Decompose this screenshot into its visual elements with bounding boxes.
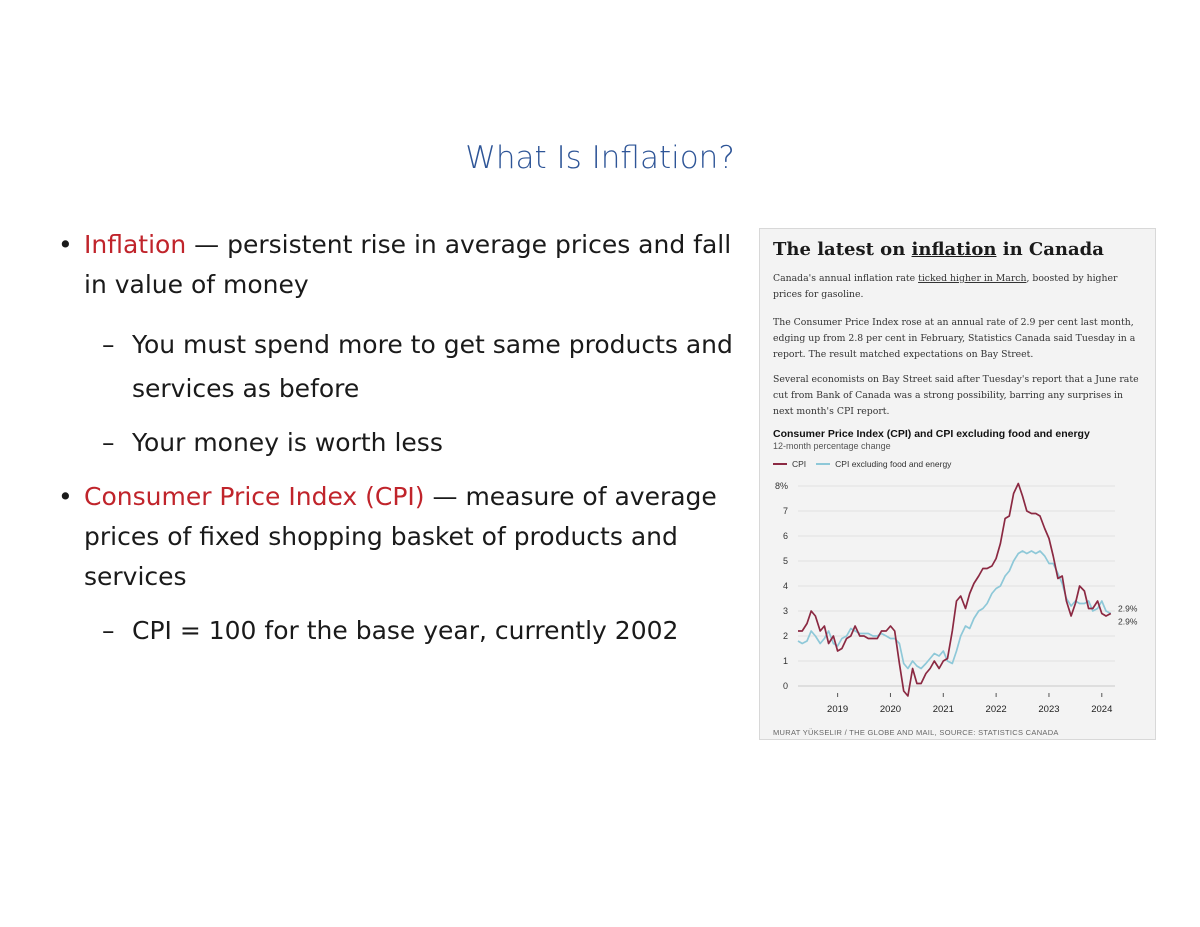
- bullet-dot: •: [58, 482, 73, 511]
- x-tick-label: 2020: [880, 704, 901, 715]
- chart-legend: CPI CPI excluding food and energy: [773, 459, 961, 469]
- sub-bullet-dash: –: [102, 428, 115, 457]
- x-tick-label: 2022: [986, 704, 1007, 715]
- p1-post: , boosted by higher prices for gasoline.: [773, 273, 1118, 300]
- end-value-label: 2.9%: [1118, 617, 1138, 627]
- x-tick-label: 2023: [1038, 704, 1059, 715]
- p1-pre: Canada's annual inflation rate: [773, 273, 919, 284]
- y-tick-label: 5: [783, 556, 788, 566]
- inflation-figure: The latest on inflation in Canada Canada…: [759, 228, 1156, 740]
- bullet-cpi-text: — measure of average prices of fixed sho…: [84, 482, 717, 591]
- x-tick-label: 2021: [933, 704, 954, 715]
- legend-swatch-cpi: [773, 463, 787, 465]
- sub-bullet-spend-more-text: You must spend more to get same products…: [132, 330, 733, 403]
- figure-paragraph-3: Several economists on Bay Street said af…: [773, 374, 1139, 417]
- y-tick-label: 4: [783, 581, 788, 591]
- figure-title-pre: The latest on: [773, 239, 912, 260]
- figure-title-post: in Canada: [996, 239, 1104, 260]
- sub-bullet-dash: –: [102, 616, 115, 645]
- y-tick-label: 8%: [775, 481, 788, 491]
- term-cpi: Consumer Price Index (CPI): [84, 482, 425, 511]
- legend-swatch-core: [816, 463, 831, 465]
- cpi-line-chart: 0 1 2 3 4 5 6 7 8% 2019 2020 2021 2022 2023 2024 2.9% 2.…: [775, 481, 1138, 715]
- term-inflation: Inflation: [84, 230, 187, 259]
- sub-bullet-worth-less-text: Your money is worth less: [132, 428, 443, 457]
- x-tick-label: 2019: [827, 704, 848, 715]
- chart-subtitle: 12-month percentage change: [773, 441, 891, 451]
- figure-paragraph-2: The Consumer Price Index rose at an annu…: [773, 317, 1136, 360]
- figure-title: The latest on inflation in Canada: [773, 239, 1104, 260]
- slide-title: What Is Inflation?: [465, 140, 735, 176]
- bullet-cpi: • Consumer Price Index (CPI) — measure o…: [58, 477, 738, 597]
- x-tick-label: 2024: [1091, 704, 1112, 715]
- bullet-dot: •: [58, 230, 73, 259]
- y-tick-label: 0: [783, 681, 788, 691]
- series-line-cpi: [798, 482, 1112, 697]
- sub-bullet-spend-more: – You must spend more to get same produc…: [58, 323, 738, 411]
- bullet-inflation-text: — persistent rise in average prices and …: [84, 230, 732, 299]
- bullet-inflation: • Inflation — persistent rise in average…: [58, 225, 738, 305]
- y-tick-label: 2: [783, 631, 788, 641]
- legend-label-core: CPI excluding food and energy: [835, 459, 952, 469]
- end-value-label: 2.9%: [1118, 604, 1138, 614]
- y-tick-label: 6: [783, 531, 788, 541]
- sub-bullet-base-year-text: CPI = 100 for the base year, currently 2…: [132, 616, 679, 645]
- bullet-list: • Inflation — persistent rise in average…: [58, 225, 738, 653]
- sub-bullet-worth-less: – Your money is worth less: [58, 421, 738, 465]
- series-line-core-cpi: [797, 550, 1112, 670]
- sub-bullet-dash: –: [102, 330, 115, 359]
- p1-link[interactable]: ticked higher in March: [918, 273, 1027, 284]
- figure-title-link[interactable]: inflation: [911, 239, 997, 260]
- y-tick-label: 7: [783, 506, 788, 516]
- sub-bullet-base-year: – CPI = 100 for the base year, currently…: [58, 609, 738, 653]
- figure-paragraph-1: Canada's annual inflation rate ticked hi…: [773, 271, 1145, 303]
- legend-label-cpi: CPI: [792, 459, 807, 469]
- chart-title: Consumer Price Index (CPI) and CPI exclu…: [773, 428, 1090, 440]
- y-tick-label: 1: [783, 656, 788, 666]
- figure-credit: MURAT YÜKSELIR / THE GLOBE AND MAIL, SOU…: [773, 728, 1059, 737]
- y-tick-label: 3: [783, 606, 788, 616]
